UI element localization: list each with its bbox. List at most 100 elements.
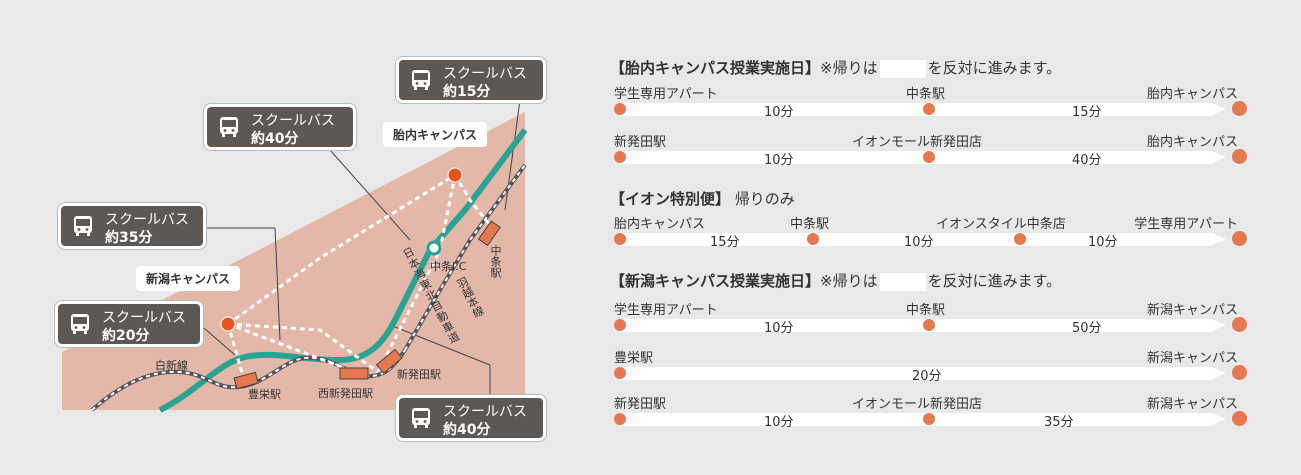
stop-label: 新潟キャンパス [1146, 397, 1238, 412]
stop-dot [923, 151, 935, 163]
stop-dot [614, 151, 626, 163]
stop-label: 中条駅 [790, 217, 830, 232]
stop-label: イオンモール新発田店 [852, 135, 983, 150]
callout-line1: スクールバス [251, 113, 335, 129]
route-map: スクールバス 約15分 スクールバス 約40分 スクールバス 約35分 スクール… [0, 0, 600, 475]
travel-time: 10分 [1088, 235, 1118, 250]
callout-bus-40min-niigata: スクールバス 約40分 [396, 395, 546, 441]
stop-dot [614, 233, 626, 245]
stop-dot [1232, 411, 1247, 426]
stop-label: イオンスタイル中条店 [936, 217, 1066, 232]
bus-icon [71, 314, 89, 334]
route-arrow [1212, 151, 1226, 163]
route-arrow [1212, 413, 1226, 425]
stop-label: 胎内キャンパス [1146, 87, 1238, 102]
expressway-line [158, 128, 528, 413]
callout-line1: スクールバス [105, 212, 189, 228]
bus-icon [74, 216, 92, 236]
stop-label: 豊栄駅 [614, 351, 654, 366]
travel-time: 10分 [764, 153, 794, 168]
callout-line2: 約40分 [443, 422, 491, 438]
label-chujo-ic: 中条I.C [430, 260, 467, 273]
stop-dot [1232, 149, 1247, 164]
travel-time: 10分 [764, 415, 794, 430]
label-hoei-station: 豊栄駅 [248, 388, 281, 401]
travel-time: 10分 [904, 235, 934, 250]
label-nishishinhatsuta-station: 西新発田駅 [318, 387, 373, 400]
callout-line1: スクールバス [443, 404, 527, 420]
stop-dot [923, 103, 935, 115]
section-heading-tainai: 【胎内キャンパス授業実施日】※帰りは を反対に進みます。 [610, 57, 1061, 78]
route-bar [620, 413, 1212, 426]
route-row: 豊栄駅 新潟キャンパス 20分 [614, 347, 1250, 385]
callout-line2: 約40分 [251, 131, 299, 147]
bus-icon [412, 70, 430, 90]
station-markers [233, 220, 501, 390]
label-tainai-campus: 胎内キャンパス [383, 122, 488, 147]
stop-dot [614, 367, 626, 379]
stop-dot [614, 319, 626, 331]
stop-label: 新発田駅 [614, 397, 667, 412]
section-note-post: を反対に進みます。 [927, 272, 1062, 290]
stop-label: 新潟キャンパス [1146, 303, 1238, 318]
stop-dot [1232, 365, 1247, 380]
travel-time: 10分 [764, 321, 794, 336]
travel-time: 15分 [1072, 105, 1102, 120]
stop-label: イオンモール新発田店 [852, 397, 983, 412]
callout-line2: 約15分 [443, 84, 491, 100]
stop-dot [923, 413, 935, 425]
stop-label: 新潟キャンパス [1146, 351, 1238, 366]
label-shinhatsuta-station: 新発田駅 [397, 368, 441, 381]
callout-bus-35min: スクールバス 約35分 [58, 203, 206, 249]
route-row: 学生専用アパート 中条駅 胎内キャンパス 10分 15分 [614, 83, 1250, 121]
route-bar [620, 367, 1212, 380]
route-arrow [1212, 367, 1226, 379]
stop-label: 学生専用アパート [1134, 217, 1238, 232]
stop-label: 胎内キャンパス [614, 217, 706, 232]
route-row: 胎内キャンパス 中条駅 イオンスタイル中条店 学生専用アパート 15分 10分 … [614, 213, 1250, 251]
route-bar [620, 151, 1212, 164]
bus-icon [412, 408, 430, 428]
route-schedule: 【胎内キャンパス授業実施日】※帰りは を反対に進みます。 学生専用アパート 中条駅… [610, 0, 1260, 475]
callout-bus-40min-tainai: スクールバス 約40分 [204, 104, 356, 150]
route-row: 新発田駅 イオンモール新発田店 胎内キャンパス 10分 40分 [614, 131, 1250, 169]
callout-line2: 約35分 [105, 230, 153, 246]
section-heading-aeon: 【イオン特別便】 帰りのみ [610, 188, 795, 209]
section-note-pre: ※帰りは [820, 272, 878, 290]
route-bar [620, 319, 1212, 332]
section-title: 【イオン特別便】 [610, 190, 731, 208]
stop-dot [1232, 231, 1247, 246]
section-note-post: を反対に進みます。 [927, 59, 1062, 77]
label-chujo-station: 中条駅 [489, 245, 502, 278]
label-hakushin-line: 白新線 [155, 359, 188, 372]
stop-dot [923, 319, 935, 331]
callout-bus-20min: スクールバス 約20分 [55, 301, 203, 347]
stop-label: 新発田駅 [614, 135, 667, 150]
chujo-ic-marker [426, 240, 442, 256]
route-arrow [1212, 233, 1226, 245]
route-bar [620, 103, 1212, 116]
stop-label: 中条駅 [906, 87, 946, 102]
travel-time: 35分 [1044, 415, 1074, 430]
stop-dot [614, 413, 626, 425]
stop-dot [614, 103, 626, 115]
section-note-pre: ※帰りは [820, 59, 878, 77]
bus-icon [220, 117, 238, 137]
callout-line2: 約20分 [102, 328, 150, 344]
stop-dot [807, 233, 819, 245]
stop-label: 学生専用アパート [614, 87, 718, 102]
callout-line1: スクールバス [443, 66, 527, 82]
arrow-blank [879, 59, 926, 78]
niigata-campus-dot [220, 316, 236, 332]
travel-time: 15分 [710, 235, 740, 250]
route-bar [620, 233, 1212, 246]
section-title: 【新潟キャンパス授業実施日】 [610, 272, 821, 290]
stop-label: 学生専用アパート [614, 303, 718, 318]
travel-time: 10分 [764, 105, 794, 120]
stop-dot [1014, 233, 1026, 245]
route-row: 新発田駅 イオンモール新発田店 新潟キャンパス 10分 35分 [614, 393, 1250, 431]
arrow-blank [879, 272, 926, 291]
stop-dot [1232, 317, 1247, 332]
callout-bus-15min: スクールバス 約15分 [396, 57, 546, 103]
stop-dot [1232, 101, 1247, 116]
